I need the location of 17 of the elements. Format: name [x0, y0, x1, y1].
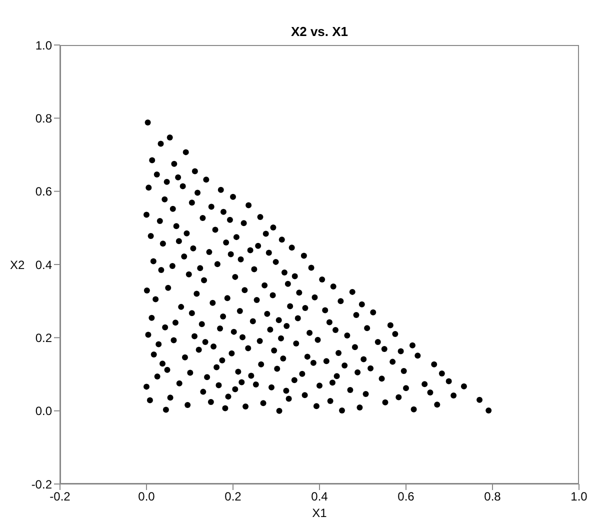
- x-tick-label: 1.0: [570, 490, 588, 504]
- y-tick-label: 0.4: [35, 258, 52, 272]
- y-tick-label: 0.8: [35, 111, 52, 126]
- x-tick-label: -0.2: [50, 490, 71, 504]
- y-tick-label: 1.0: [35, 38, 52, 52]
- x-tick-label: 0.6: [398, 490, 415, 504]
- x-tick-label: 0.0: [138, 490, 156, 504]
- x-axis-title: X1: [312, 506, 328, 520]
- y-tick-label: 0.0: [35, 404, 52, 418]
- x-tick-label: 0.4: [311, 490, 328, 504]
- y-tick-label: 0.2: [35, 330, 52, 345]
- y-tick-label: 0.6: [35, 184, 52, 199]
- x-tick-label: 0.2: [224, 490, 242, 504]
- y-axis-title: X2: [10, 258, 26, 272]
- y-tick-label: -0.2: [31, 477, 52, 492]
- chart-title: X2 vs. X1: [290, 24, 350, 39]
- x-tick-label: 0.8: [484, 490, 502, 504]
